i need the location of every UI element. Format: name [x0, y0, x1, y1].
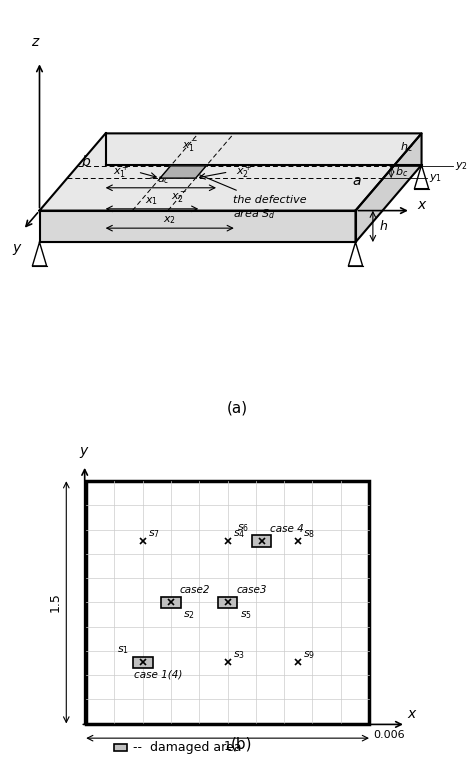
- Text: the defective
area $S_d$: the defective area $S_d$: [233, 195, 307, 221]
- Text: $s_{4}$: $s_{4}$: [233, 528, 245, 540]
- Bar: [114, 744, 127, 751]
- Text: --  damaged area: -- damaged area: [133, 740, 241, 753]
- Text: (a): (a): [227, 401, 247, 416]
- Text: $y$: $y$: [79, 445, 90, 460]
- Text: $b$: $b$: [81, 154, 91, 169]
- Text: $y$: $y$: [12, 243, 23, 257]
- Text: (b): (b): [231, 736, 253, 751]
- Text: $a$: $a$: [352, 174, 362, 188]
- Text: $x$: $x$: [407, 707, 418, 722]
- Bar: [133, 657, 153, 668]
- Text: $b_c$: $b_c$: [395, 165, 408, 179]
- Bar: [252, 535, 272, 547]
- Text: $s_{5}$: $s_{5}$: [240, 609, 252, 621]
- Text: $s_{1}$: $s_{1}$: [118, 644, 129, 656]
- Text: $s_{3}$: $s_{3}$: [233, 649, 245, 661]
- Text: $x_2^+$: $x_2^+$: [237, 163, 253, 181]
- Text: $x_2^-$: $x_2^-$: [171, 190, 188, 204]
- Text: $y_1$: $y_1$: [429, 172, 442, 184]
- Text: case 1(4): case 1(4): [134, 669, 182, 679]
- Text: 1: 1: [224, 740, 231, 753]
- Text: $a_c$: $a_c$: [157, 174, 170, 186]
- Text: $x_1^+$: $x_1^+$: [113, 163, 130, 181]
- Text: $s_{7}$: $s_{7}$: [148, 528, 160, 540]
- Text: case 4: case 4: [270, 524, 304, 534]
- Text: $x_2$: $x_2$: [163, 215, 176, 226]
- Bar: [218, 597, 237, 608]
- Polygon shape: [160, 166, 206, 178]
- Bar: [161, 597, 181, 608]
- Text: $s_{2}$: $s_{2}$: [183, 609, 195, 621]
- Text: 0.006: 0.006: [374, 730, 405, 740]
- Text: $x$: $x$: [417, 198, 428, 212]
- Text: $z$: $z$: [31, 35, 40, 49]
- Polygon shape: [39, 211, 356, 243]
- Polygon shape: [39, 133, 421, 211]
- Text: case3: case3: [236, 586, 266, 595]
- Text: $x_1^-$: $x_1^-$: [182, 140, 198, 154]
- Text: $s_{8}$: $s_{8}$: [303, 528, 316, 540]
- Text: case2: case2: [180, 586, 210, 595]
- Text: $h_c$: $h_c$: [400, 140, 413, 154]
- Polygon shape: [356, 133, 421, 243]
- Bar: [86, 481, 369, 724]
- Text: 1.5: 1.5: [49, 593, 62, 612]
- Text: $s_{6}$: $s_{6}$: [237, 523, 249, 534]
- Text: $h$: $h$: [379, 219, 388, 233]
- Text: $y_2$: $y_2$: [456, 160, 468, 172]
- Text: $s_{9}$: $s_{9}$: [303, 649, 316, 661]
- Text: $x_1$: $x_1$: [146, 195, 158, 207]
